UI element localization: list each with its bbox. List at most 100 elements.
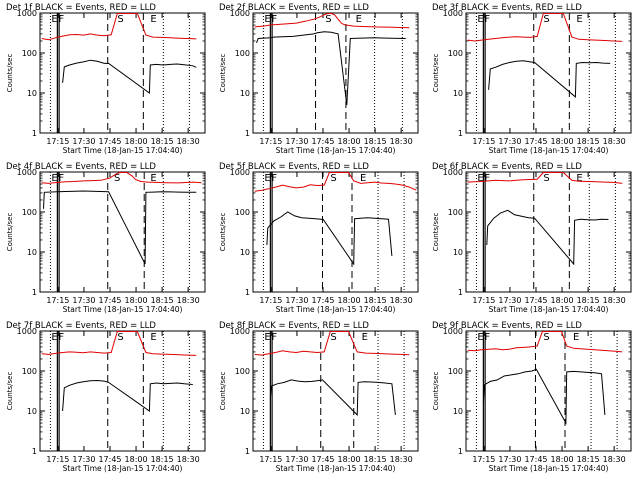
x-tick-label: 18:15 — [577, 296, 600, 305]
y-tick-label: 100 — [448, 367, 463, 376]
x-tick-label: 18:30 — [603, 455, 626, 464]
x-tick-label: 18:30 — [603, 296, 626, 305]
marker-label: E — [356, 14, 362, 25]
y-axis-label: Counts/sec — [219, 213, 227, 252]
y-axis-label: Counts/sec — [6, 54, 14, 93]
x-tick-label: 18:00 — [551, 455, 574, 464]
x-tick-label: 18:30 — [390, 455, 413, 464]
marker-label: E — [51, 332, 57, 343]
marker-label: F — [58, 332, 64, 343]
y-tick-label: 100 — [22, 208, 37, 217]
events-series-line — [266, 211, 393, 266]
x-tick-label: 17:45 — [311, 137, 334, 146]
marker-label: S — [330, 173, 336, 184]
x-tick-label: 18:15 — [151, 296, 174, 305]
marker-label: S — [114, 173, 120, 184]
x-tick-label: 18:00 — [551, 296, 574, 305]
y-axis-label: Counts/sec — [219, 372, 227, 411]
y-tick-label: 1 — [32, 129, 37, 138]
x-tick-label: 17:15 — [259, 296, 282, 305]
x-tick-label: 17:30 — [285, 296, 308, 305]
x-tick-label: 17:30 — [285, 455, 308, 464]
marker-label: E — [51, 173, 57, 184]
x-axis-label: Start Time (18-Jan-15 17:04:40) — [63, 305, 183, 314]
y-tick-label: 10 — [240, 248, 250, 257]
x-tick-label: 18:15 — [364, 137, 387, 146]
y-tick-label: 10 — [27, 248, 37, 257]
chart-title: Det 6f BLACK = Events, RED = LLD — [432, 162, 582, 172]
events-series-line — [62, 379, 193, 412]
y-tick-label: 100 — [22, 49, 37, 58]
x-tick-label: 18:30 — [603, 137, 626, 146]
chart-panel: Det 1f BLACK = Events, RED = LLD Counts/s… — [6, 3, 206, 155]
lld-series-line — [41, 13, 197, 41]
lld-series-line — [41, 172, 202, 184]
x-tick-label: 17:30 — [72, 137, 95, 146]
marker-label: S — [330, 332, 336, 343]
chart-panel: Det 3f BLACK = Events, RED = LLD Counts/s… — [432, 3, 632, 155]
y-tick-label: 1 — [458, 129, 463, 138]
y-tick-label: 1000 — [443, 9, 463, 18]
plot-frame — [465, 12, 632, 134]
marker-label: E — [264, 173, 270, 184]
y-tick-label: 100 — [235, 208, 250, 217]
x-tick-label: 17:45 — [311, 296, 334, 305]
marker-label: E — [477, 332, 483, 343]
marker-label: S — [543, 14, 549, 25]
y-tick-label: 1 — [458, 288, 463, 297]
lld-series-line — [254, 331, 410, 356]
marker-label: F — [271, 14, 277, 25]
marker-label: F — [484, 173, 490, 184]
plot-frame — [465, 171, 632, 293]
x-axis-label: Start Time (18-Jan-15 17:04:40) — [276, 146, 396, 155]
y-tick-label: 10 — [453, 407, 463, 416]
marker-label: E — [150, 173, 156, 184]
y-tick-label: 1000 — [17, 168, 37, 177]
x-tick-label: 17:15 — [46, 296, 69, 305]
marker-label: E — [576, 14, 582, 25]
marker-label: E — [576, 173, 582, 184]
y-tick-label: 10 — [27, 89, 37, 98]
x-tick-label: 18:00 — [125, 455, 148, 464]
marker-label: F — [58, 14, 64, 25]
x-tick-label: 17:15 — [259, 137, 282, 146]
y-axis-label: Counts/sec — [432, 372, 440, 411]
chart-panel: Det 2f BLACK = Events, RED = LLD Counts/s… — [219, 3, 419, 155]
x-tick-label: 18:30 — [177, 296, 200, 305]
x-tick-label: 17:45 — [524, 455, 547, 464]
chart-panel: Det 7f BLACK = Events, RED = LLD Counts/s… — [6, 321, 206, 473]
marker-label: E — [477, 173, 483, 184]
marker-label: S — [117, 332, 123, 343]
x-tick-label: 17:15 — [259, 455, 282, 464]
x-tick-label: 17:45 — [311, 455, 334, 464]
y-axis-label: Counts/sec — [219, 54, 227, 93]
marker-label: F — [271, 173, 277, 184]
y-tick-label: 1000 — [17, 327, 37, 336]
y-tick-label: 10 — [453, 89, 463, 98]
x-tick-label: 18:15 — [151, 137, 174, 146]
y-tick-label: 1000 — [17, 9, 37, 18]
chart-title: Det 5f BLACK = Events, RED = LLD — [219, 162, 369, 172]
y-tick-label: 1 — [32, 288, 37, 297]
x-tick-label: 18:00 — [125, 137, 148, 146]
y-tick-label: 100 — [235, 49, 250, 58]
y-axis-label: Counts/sec — [6, 372, 14, 411]
x-tick-label: 18:15 — [151, 455, 174, 464]
plot-frame — [39, 171, 206, 293]
y-tick-label: 1 — [32, 447, 37, 456]
x-axis-label: Start Time (18-Jan-15 17:04:40) — [489, 305, 609, 314]
x-axis-label: Start Time (18-Jan-15 17:04:40) — [276, 464, 396, 473]
x-axis-label: Start Time (18-Jan-15 17:04:40) — [276, 305, 396, 314]
x-tick-label: 17:15 — [46, 455, 69, 464]
x-tick-label: 17:30 — [72, 296, 95, 305]
x-tick-label: 18:15 — [577, 137, 600, 146]
x-tick-label: 17:30 — [498, 296, 521, 305]
x-tick-label: 17:30 — [498, 455, 521, 464]
x-tick-label: 18:15 — [364, 296, 387, 305]
x-tick-label: 17:30 — [285, 137, 308, 146]
x-tick-label: 17:15 — [472, 455, 495, 464]
x-tick-label: 17:45 — [524, 137, 547, 146]
marker-label: E — [477, 14, 483, 25]
marker-label: F — [271, 332, 277, 343]
lld-series-line — [467, 331, 623, 353]
